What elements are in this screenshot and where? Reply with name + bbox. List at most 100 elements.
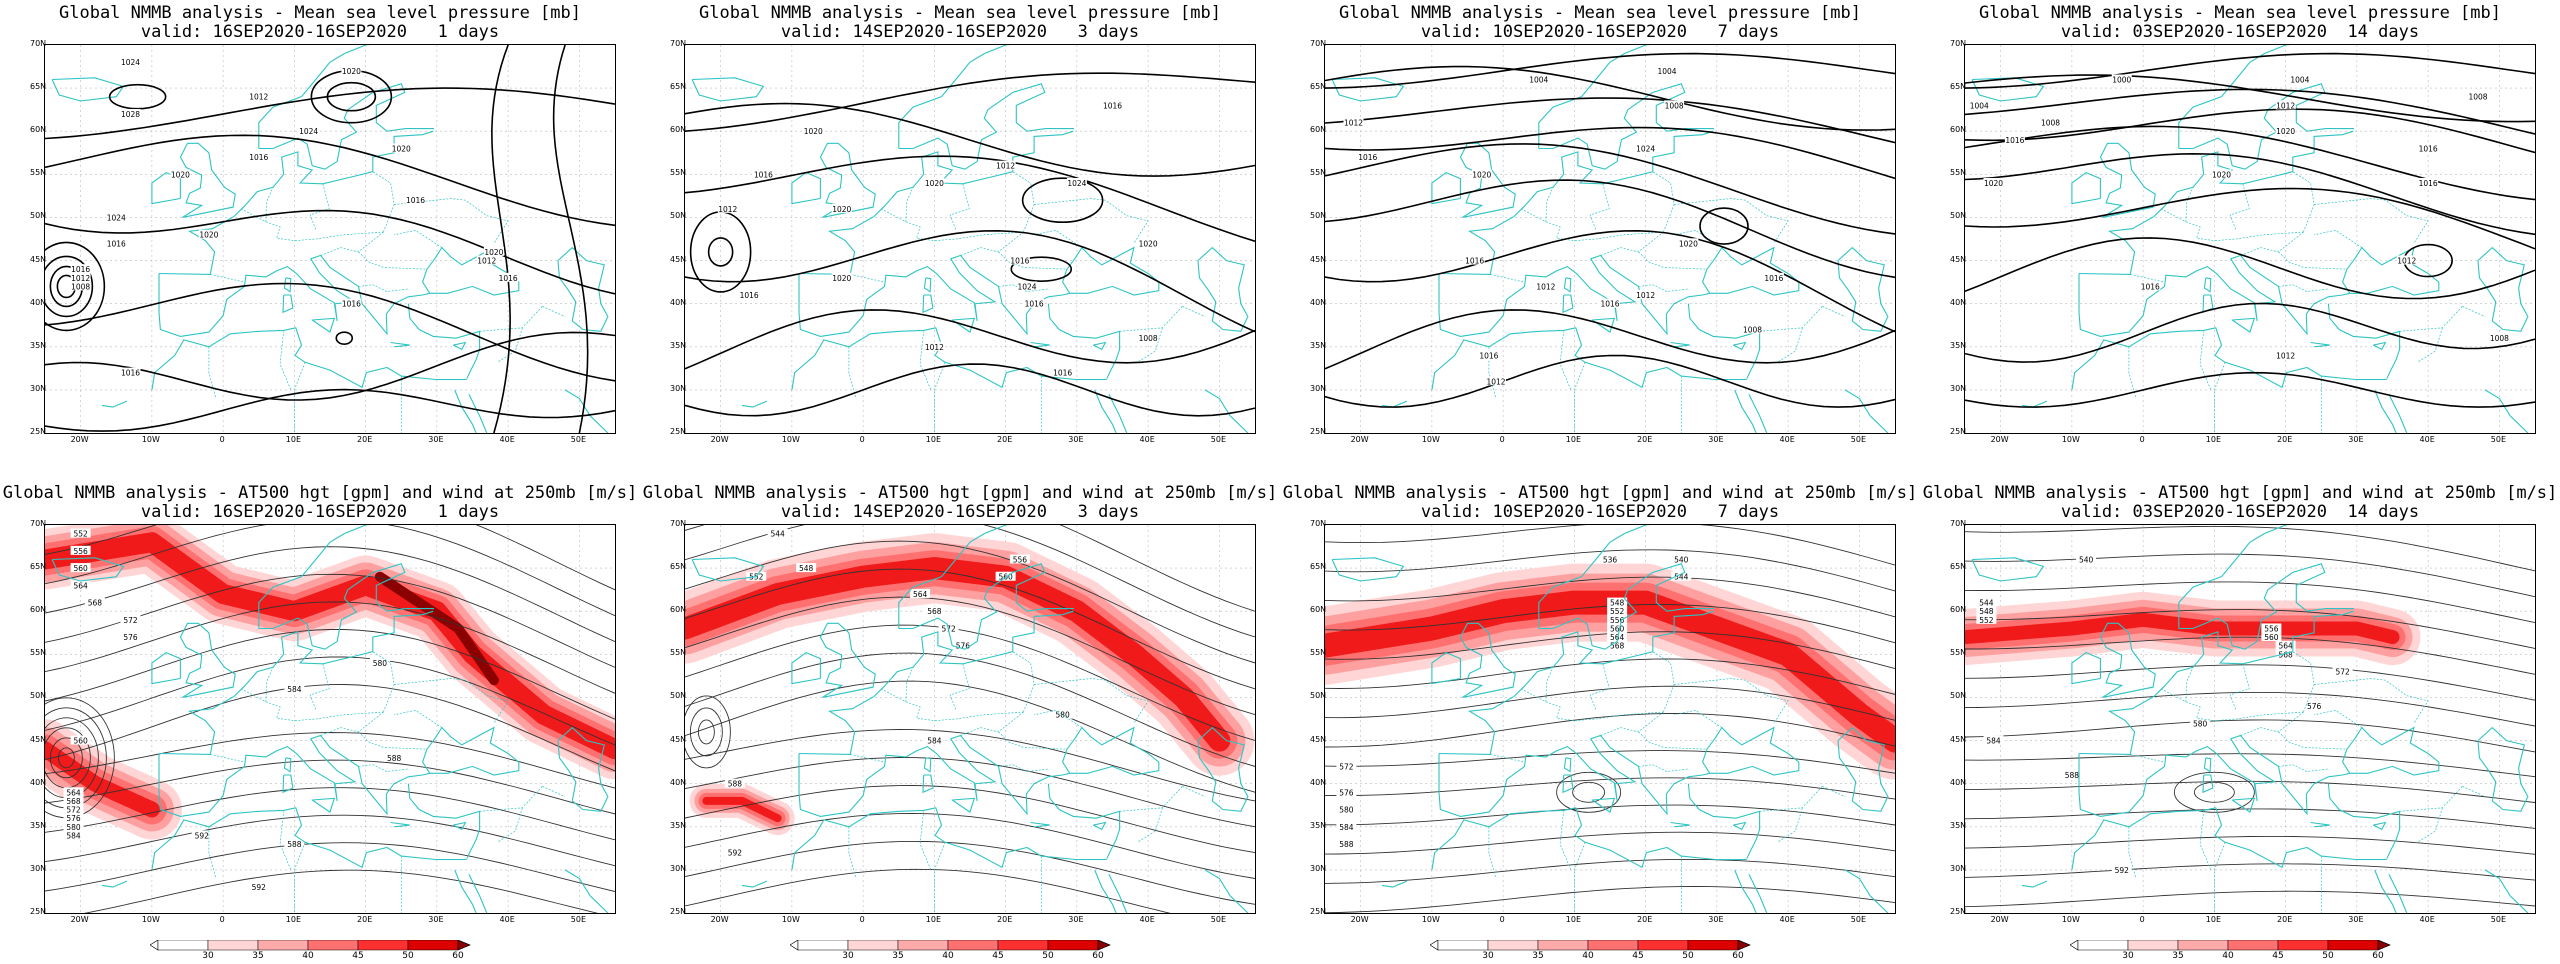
lat-tick-label: 30N — [670, 383, 687, 393]
lon-tick-label: 50E — [1210, 915, 1226, 924]
coastlines — [691, 45, 1249, 433]
contour-label: 548 — [1610, 599, 1625, 608]
contour-label: 1016 — [2005, 136, 2024, 145]
lat-tick-label: 55N — [1310, 648, 1327, 658]
lat-tick-label: 50N — [1310, 211, 1327, 221]
lat-tick-label: 25N — [30, 907, 47, 916]
coastlines — [1331, 525, 1889, 913]
contour-label: 1020 — [832, 274, 851, 283]
contour-label: 1008 — [2490, 334, 2509, 343]
coastlines — [1971, 45, 2529, 433]
lat-tick-label: 40N — [1950, 297, 1967, 307]
colorbar-tick-label: 35 — [2172, 951, 2184, 961]
lon-tick-label: 0 — [219, 915, 225, 924]
contour-label: 1020 — [2212, 170, 2231, 179]
lat-tick-label: 60N — [1310, 605, 1327, 615]
lon-tick-label: 30E — [2348, 915, 2364, 924]
contour-label: 1008 — [1743, 326, 1762, 335]
map-svg: 1000 1004 1008 1004 1008 1012 1016 1020 1016 1020… — [1965, 45, 2535, 433]
panel-title-line2: valid: 10SEP2020-16SEP2020 7 days — [1420, 502, 1780, 522]
colorbar-tick-label: 50 — [402, 951, 414, 961]
lon-tick-label: 10E — [285, 435, 301, 444]
coastlines — [51, 45, 609, 433]
lat-tick-label: 70N — [1950, 519, 1967, 528]
lon-tick-label: 20W — [1990, 915, 2009, 924]
contour-label: 568 — [927, 607, 942, 616]
lon-tick-label: 50E — [1850, 915, 1866, 924]
contour-label: 1024 — [299, 127, 318, 136]
grid — [1965, 525, 2535, 913]
lat-tick-label: 65N — [1950, 562, 1967, 572]
lon-tick-label: 50E — [1850, 435, 1866, 444]
contour-label: 1008 — [1665, 101, 1684, 110]
lon-tick-label: 40E — [1139, 435, 1155, 444]
contour-label: 1008 — [2041, 119, 2060, 128]
panel-title: Global NMMB analysis - AT500 hgt [gpm] a… — [640, 484, 1280, 522]
contour-label: 576 — [956, 642, 971, 651]
wind-colorbar: 30 35 40 45 50 60 — [1429, 939, 1770, 964]
contour-label: 560 — [1610, 624, 1625, 633]
contour-label: 1020 — [925, 179, 944, 188]
mslp-panel-1: Global NMMB analysis - Mean sea level pr… — [640, 0, 1280, 480]
contour-label: 1012 — [718, 205, 737, 214]
coastlines — [51, 525, 609, 913]
height-contours — [685, 525, 1255, 913]
contour-label: 1000 — [2112, 75, 2131, 84]
lat-tick-label: 45N — [1310, 734, 1327, 744]
z500-panel-1: Global NMMB analysis - AT500 hgt [gpm] a… — [640, 480, 1280, 962]
map-svg: 5525565605645685725765805845885925605645… — [45, 525, 615, 913]
wind-colorbar: 30 35 40 45 50 60 — [2069, 939, 2410, 964]
contour-label: 1012 — [249, 93, 268, 102]
lat-tick-label: 50N — [1310, 691, 1327, 701]
lat-tick-label: 50N — [670, 691, 687, 701]
lon-tick-label: 0 — [1499, 435, 1505, 444]
colorbar-tick-label: 35 — [252, 951, 264, 961]
lat-tick-label: 35N — [30, 340, 47, 350]
map-area: 552 556 560 564 568 572 576 580 584 588 592 560 564 5… — [44, 524, 616, 914]
lat-tick-label: 35N — [1310, 820, 1327, 830]
contour-label: 1016 — [342, 300, 361, 309]
lon-tick-label: 20E — [1637, 915, 1653, 924]
panel-title-line1: Global NMMB analysis - Mean sea level pr… — [1979, 3, 2501, 23]
mslp-panel-2: Global NMMB analysis - Mean sea level pr… — [1280, 0, 1920, 480]
lon-tick-label: 20E — [997, 435, 1013, 444]
colorbar-tick-label: 60 — [1732, 951, 1744, 961]
colorbar-tick-label: 50 — [1042, 951, 1054, 961]
contour-label: 1008 — [1139, 334, 1158, 343]
colorbar-tick-label: 50 — [1682, 951, 1694, 961]
lon-tick-label: 10W — [1421, 435, 1440, 444]
lat-tick-label: 25N — [670, 427, 687, 436]
map-area: 1004 1004 1008 1012 1016 1020 1024 1016 1012 1020… — [1324, 44, 1896, 434]
colorbar-tick-label: 50 — [2322, 951, 2334, 961]
lon-tick-label: 50E — [2490, 915, 2506, 924]
lat-tick-label: 70N — [1310, 519, 1327, 528]
panel-title-line1: Global NMMB analysis - Mean sea level pr… — [1339, 3, 1861, 23]
lat-tick-label: 40N — [670, 297, 687, 307]
lon-tick-label: 40E — [2419, 435, 2435, 444]
contour-label: 592 — [728, 849, 743, 858]
panel-title-line1: Global NMMB analysis - AT500 hgt [gpm] a… — [2, 483, 638, 503]
contour-label: 564 — [913, 590, 928, 599]
contour-label: 568 — [88, 599, 103, 608]
map-area: 1000 1004 1008 1004 1008 1012 1016 1020 1016 1020… — [1964, 44, 2536, 434]
lon-tick-label: 0 — [219, 435, 225, 444]
lat-tick-label: 65N — [670, 562, 687, 572]
grid — [1965, 45, 2535, 433]
contour-label: 572 — [1339, 762, 1354, 771]
contour-label: 1012 — [477, 257, 496, 266]
contour-label: 592 — [2115, 866, 2130, 875]
lon-tick-label: 20E — [2277, 435, 2293, 444]
colorbar-tick-label: 45 — [2272, 951, 2284, 961]
lat-tick-label: 35N — [1950, 340, 1967, 350]
z500-panel-2: Global NMMB analysis - AT500 hgt [gpm] a… — [1280, 480, 1920, 962]
contour-label: 580 — [66, 823, 81, 832]
lat-tick-label: 45N — [670, 254, 687, 264]
lat-tick-label: 65N — [30, 82, 47, 92]
contour-label: 568 — [66, 797, 81, 806]
contour-label: 1016 — [1764, 274, 1783, 283]
lat-tick-label: 60N — [670, 605, 687, 615]
lat-tick-label: 25N — [1310, 427, 1327, 436]
wind-shading — [1965, 591, 2421, 666]
lat-tick-label: 45N — [30, 734, 47, 744]
contour-label: 1016 — [1010, 257, 1029, 266]
